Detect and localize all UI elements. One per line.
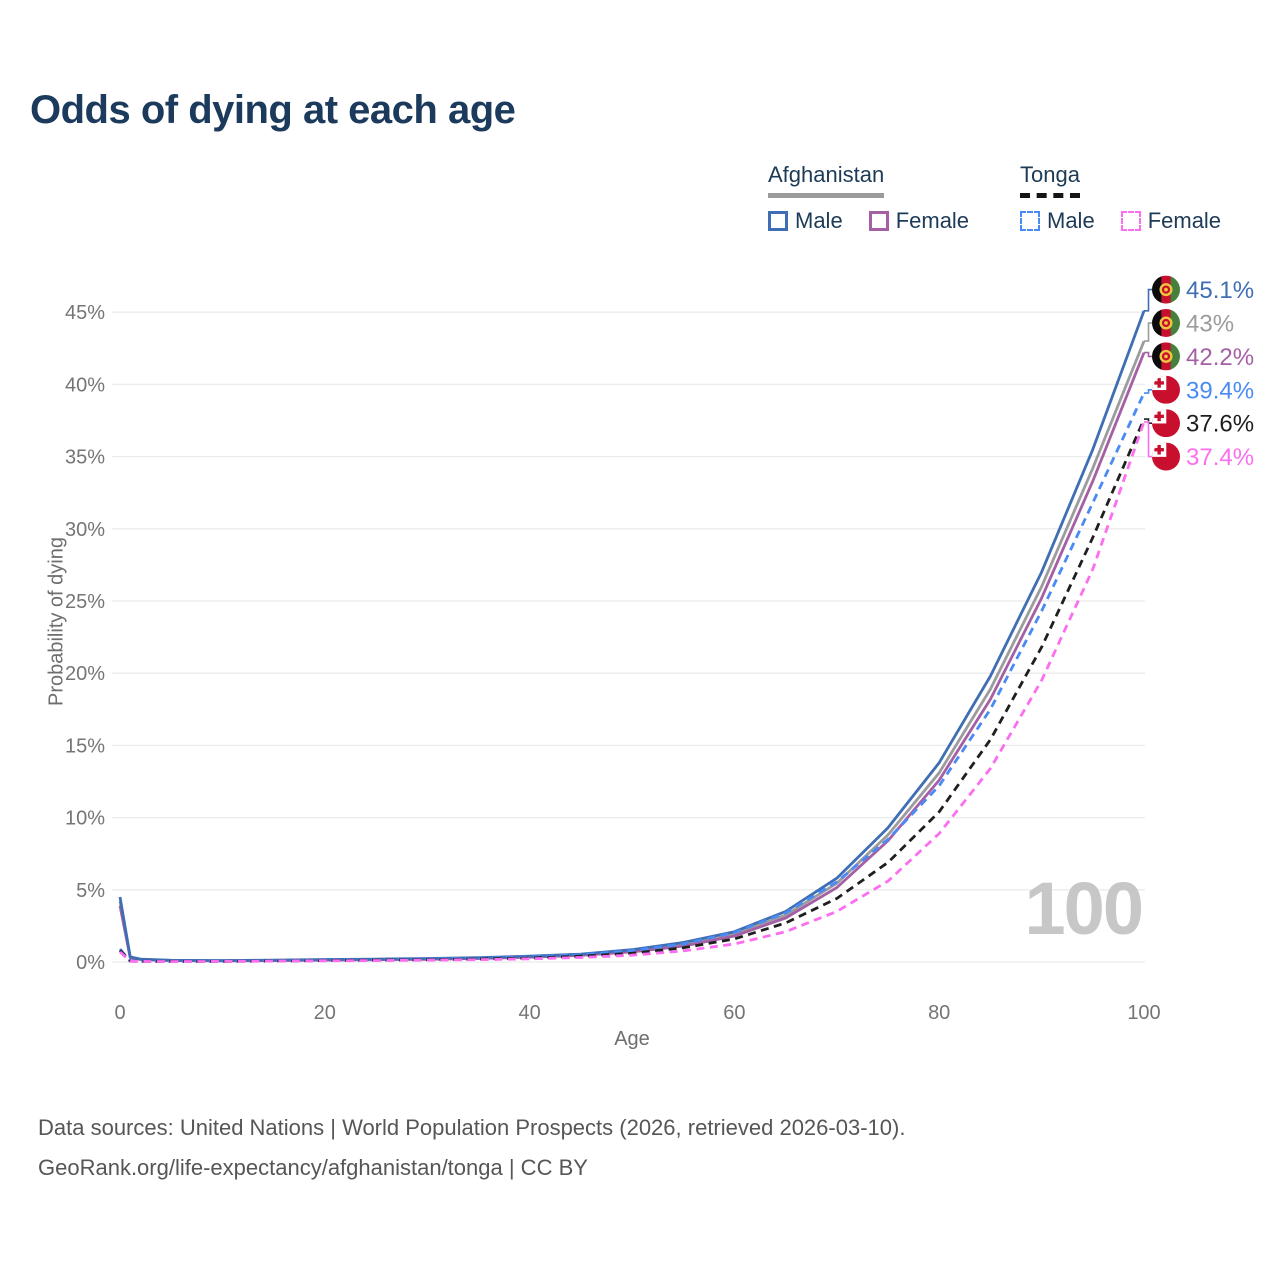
x-tick-0: 0 xyxy=(114,1002,125,1024)
y-tick-10: 10% xyxy=(65,808,105,830)
flag-tonga-icon xyxy=(1152,409,1180,438)
legend-item-label: Female xyxy=(1147,208,1222,233)
x-tick-40: 40 xyxy=(518,1002,540,1024)
legend-item-afghanistan-female[interactable]: Female xyxy=(868,208,970,234)
end-label-connector xyxy=(1144,288,1152,312)
y-tick-15: 15% xyxy=(65,735,105,757)
afghanistan-male-swatch-icon xyxy=(768,211,788,231)
x-axis-title: Age xyxy=(614,1028,650,1050)
end-label-connector xyxy=(1144,389,1152,394)
y-axis-title: Probability of dying xyxy=(45,537,68,706)
flag-afghanistan-icon xyxy=(1152,342,1180,371)
legend-item-tonga-male[interactable]: Male xyxy=(1020,208,1095,234)
tonga-male-swatch-icon xyxy=(1020,211,1040,231)
legend-group-afghanistan: Afghanistan Male Female xyxy=(768,162,969,234)
end-value-label-afghanistan-female[interactable]: 42.2% xyxy=(1186,344,1254,371)
legend-item-afghanistan-male[interactable]: Male xyxy=(768,208,843,234)
y-tick-40: 40% xyxy=(65,374,105,396)
flag-tonga-icon xyxy=(1152,442,1180,471)
flag-afghanistan-icon xyxy=(1152,308,1180,337)
legend-item-label: Male xyxy=(1047,208,1095,233)
footer-attribution: GeoRank.org/life-expectancy/afghanistan/… xyxy=(38,1155,588,1180)
end-value-label-tonga-both[interactable]: 37.6% xyxy=(1186,411,1254,438)
y-tick-20: 20% xyxy=(65,663,105,685)
legend-country-tonga[interactable]: Tonga xyxy=(1020,162,1080,198)
end-value-label-afghanistan-both[interactable]: 43% xyxy=(1186,310,1234,337)
x-tick-60: 60 xyxy=(723,1002,745,1024)
legend-item-tonga-female[interactable]: Female xyxy=(1120,208,1222,234)
y-tick-25: 25% xyxy=(65,591,105,613)
y-tick-45: 45% xyxy=(65,302,105,324)
end-value-label-tonga-male[interactable]: 39.4% xyxy=(1186,377,1254,404)
legend-country-afghanistan[interactable]: Afghanistan xyxy=(768,162,885,198)
flag-afghanistan-icon xyxy=(1152,275,1180,304)
y-tick-30: 30% xyxy=(65,519,105,541)
series-line-afghanistan-female[interactable] xyxy=(118,352,1146,963)
x-tick-80: 80 xyxy=(928,1002,950,1024)
tonga-female-swatch-icon xyxy=(1120,211,1141,231)
series-line-afghanistan-both[interactable] xyxy=(118,340,1146,963)
end-value-label-afghanistan-male[interactable]: 45.1% xyxy=(1186,277,1254,304)
afghanistan-female-swatch-icon xyxy=(868,211,889,231)
legend-item-label: Male xyxy=(795,208,843,233)
x-tick-100: 100 xyxy=(1127,1002,1160,1024)
page-title: Odds of dying at each age xyxy=(30,88,516,132)
footer: Data sources: United Nations | World Pop… xyxy=(38,1108,905,1188)
end-label-connector xyxy=(1144,322,1152,342)
age-counter-watermark: 100 xyxy=(1024,867,1144,950)
legend-group-tonga: Tonga Male Female xyxy=(1020,162,1221,234)
end-label-connector xyxy=(1144,421,1152,458)
y-tick-35: 35% xyxy=(65,447,105,469)
legend-item-label: Female xyxy=(895,208,970,233)
series-line-afghanistan-male[interactable] xyxy=(118,310,1146,962)
end-value-label-tonga-female[interactable]: 37.4% xyxy=(1186,444,1254,471)
y-tick-5: 5% xyxy=(76,880,105,902)
y-tick-0: 0% xyxy=(76,952,105,974)
flag-tonga-icon xyxy=(1152,375,1180,404)
series-line-tonga-female[interactable] xyxy=(119,421,1146,963)
x-tick-20: 20 xyxy=(314,1002,336,1024)
end-label-connector xyxy=(1144,351,1152,358)
footer-data-sources: Data sources: United Nations | World Pop… xyxy=(38,1115,906,1140)
